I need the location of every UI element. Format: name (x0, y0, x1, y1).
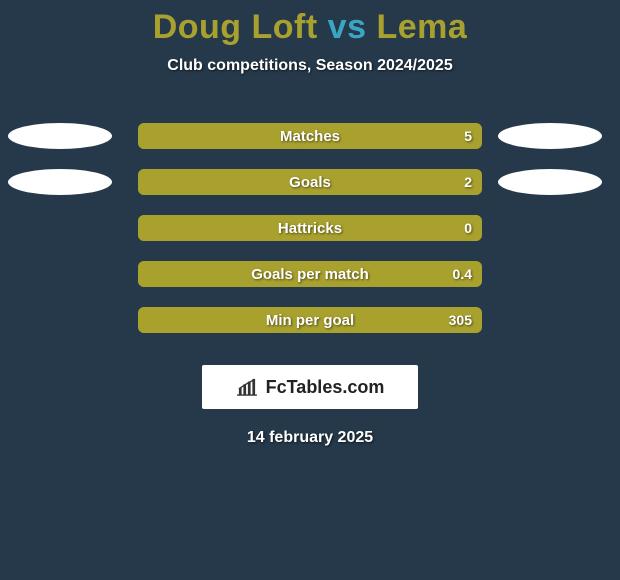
stat-bar: Min per goal305 (138, 307, 482, 333)
logo-box: FcTables.com (202, 365, 418, 409)
stat-row: Hattricks0 (0, 205, 620, 251)
stat-bar-fill (138, 215, 482, 241)
title-vs: vs (328, 8, 367, 46)
stat-bar: Goals2 (138, 169, 482, 195)
title-player1: Doug Loft (153, 8, 318, 46)
bar-chart-icon (236, 378, 258, 396)
stat-row: Matches5 (0, 113, 620, 159)
stat-bar: Goals per match0.4 (138, 261, 482, 287)
date-text: 14 february 2025 (247, 429, 373, 447)
stat-bar-fill (138, 169, 482, 195)
player1-value-bubble (8, 123, 112, 149)
stats-chart: Matches5 Goals2 Hattricks0 Goals per match0… (0, 113, 620, 343)
infographic: Doug Loft vs Lema Club competitions, Sea… (0, 0, 620, 580)
stat-bar-fill (138, 261, 482, 287)
stat-bar-fill (138, 123, 482, 149)
stat-bar: Hattricks0 (138, 215, 482, 241)
player2-value-bubble (498, 123, 602, 149)
player2-value-bubble (498, 169, 602, 195)
title: Doug Loft vs Lema (153, 8, 468, 47)
player1-value-bubble (8, 169, 112, 195)
stat-row: Goals2 (0, 159, 620, 205)
stat-bar: Matches5 (138, 123, 482, 149)
title-player2: Lema (376, 8, 467, 46)
subtitle: Club competitions, Season 2024/2025 (167, 57, 452, 75)
stat-bar-fill (138, 307, 482, 333)
stat-row: Goals per match0.4 (0, 251, 620, 297)
logo-text: FcTables.com (266, 377, 385, 398)
stat-row: Min per goal305 (0, 297, 620, 343)
